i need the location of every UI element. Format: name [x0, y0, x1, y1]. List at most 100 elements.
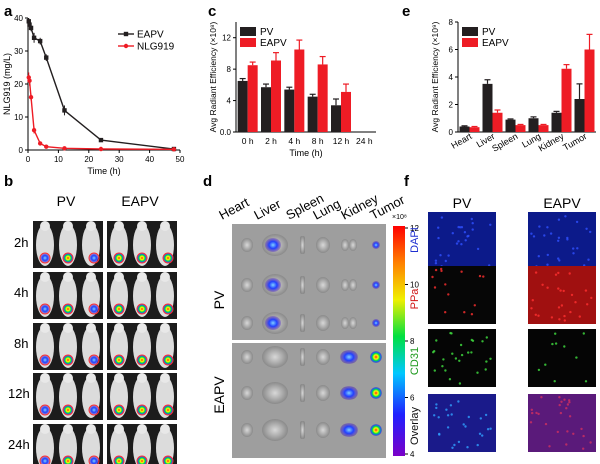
confocal-signal [576, 247, 579, 250]
c-bar-pv [237, 80, 248, 132]
confocal-signal [558, 259, 561, 262]
c-bar-pv [331, 105, 341, 132]
organ-spleen [300, 276, 305, 294]
organ-tray-pv [232, 224, 386, 340]
organ-liver [262, 346, 288, 368]
confocal-signal [484, 368, 487, 371]
confocal-signal [566, 403, 570, 406]
a-point-nlg919 [171, 147, 177, 152]
confocal-signal [434, 259, 438, 262]
chart-a: 0 10 20 30 40 50 0 10 20 30 40 Time (h) NLG919 (mg/L… [2, 14, 185, 176]
confocal-signal [563, 319, 566, 322]
confocal-signal [572, 247, 575, 250]
mouse-head [114, 272, 124, 282]
confocal-signal [537, 368, 541, 372]
confocal-signal [471, 228, 474, 231]
organ-lung [316, 277, 330, 293]
organ-lung [316, 349, 330, 365]
a-point-nlg919 [98, 146, 104, 152]
tumor-signal [162, 455, 174, 464]
confocal-signal [530, 232, 533, 235]
confocal-signal [450, 332, 453, 335]
a-legend-marker [123, 43, 129, 49]
a-y-axis-label: NLG919 (mg/L) [2, 53, 12, 115]
liver-signal [265, 316, 281, 330]
confocal-signal [584, 380, 588, 383]
tumor-signal [136, 404, 148, 416]
confocal-signal [585, 227, 588, 230]
a-x-axis-label: Time (h) [87, 166, 120, 176]
confocal-signal [486, 428, 490, 431]
confocal-signal [485, 336, 488, 339]
tumor-signal [39, 303, 51, 315]
confocal-signal [433, 286, 437, 289]
mouse-head [86, 323, 96, 333]
tumor-signal [88, 354, 100, 366]
confocal-signal [437, 226, 440, 229]
confocal-signal [471, 222, 474, 225]
panel-label-a: a [4, 3, 13, 20]
confocal-signal [433, 414, 436, 417]
e-y-tick-label: 0 [449, 128, 454, 137]
confocal-signal [557, 287, 560, 290]
e-bar-pv [551, 112, 562, 132]
tumor-signal [62, 354, 74, 366]
mouse-head [86, 424, 96, 434]
mouse-head [160, 221, 170, 231]
colorbar-tick-label: 6 [410, 394, 415, 403]
mouse-body [36, 427, 54, 464]
confocal-signal [476, 443, 479, 447]
confocal-signal [589, 441, 592, 444]
a-legend-label: EAPV [137, 30, 164, 41]
liver-signal [265, 238, 281, 252]
panel-b-row-2h: 2h [14, 235, 28, 250]
confocal-signal [460, 243, 463, 246]
e-y-tick-label: 6 [449, 46, 454, 55]
confocal-signal [532, 235, 536, 238]
confocal-signal [546, 253, 549, 257]
c-y-axis-label: Avg Radiant Efficiency (×10⁸) [208, 21, 218, 132]
a-point-nlg919 [27, 78, 32, 83]
confocal-signal [543, 234, 546, 237]
e-bar-eapv [584, 49, 595, 132]
mouse-body [133, 427, 151, 464]
confocal-signal [489, 357, 492, 360]
confocal-signal [455, 242, 459, 245]
tumor-signal [88, 404, 100, 416]
confocal-signal [558, 396, 561, 399]
tumor-signal [136, 303, 148, 315]
e-bar-pv [574, 99, 585, 132]
chart-c: 0.0 4 8 12 0 h 2 h 4 h 8 h 12 h 24 h Time (h) Avg R… [208, 21, 376, 158]
a-point-eapv [31, 35, 37, 40]
e-bar-eapv [492, 112, 503, 132]
a-point-eapv [44, 55, 49, 60]
confocal-signal [558, 403, 561, 407]
confocal-tile [528, 394, 596, 452]
confocal-signal [447, 293, 450, 296]
mouse-head [137, 373, 147, 383]
confocal-signal [459, 343, 463, 347]
confocal-signal [589, 230, 592, 234]
confocal-tile [528, 212, 596, 270]
a-point-eapv [26, 19, 31, 24]
confocal-signal [583, 264, 586, 267]
tumor-signal [113, 303, 125, 315]
confocal-signal [484, 413, 488, 417]
mouse-body [82, 427, 100, 464]
c-bar-pv [284, 89, 295, 132]
panel-f-confocal: PV EAPV DAPI PPa CD31 Overlay [409, 195, 596, 458]
confocal-signal [544, 422, 548, 426]
confocal-signal [451, 446, 454, 449]
tumor-signal [62, 404, 74, 416]
c-bar-eapv [341, 91, 351, 132]
c-bar-eapv [271, 60, 281, 132]
mouse-head [114, 323, 124, 333]
confocal-tile [428, 329, 496, 387]
confocal-signal [558, 318, 561, 321]
panel-b-column-eapv: EAPV [121, 193, 159, 209]
a-x-tick-label: 10 [54, 155, 63, 164]
tumor-signal [136, 252, 148, 264]
confocal-signal [540, 396, 543, 399]
confocal-signal [473, 304, 476, 307]
organ-tray-eapv [232, 343, 386, 458]
